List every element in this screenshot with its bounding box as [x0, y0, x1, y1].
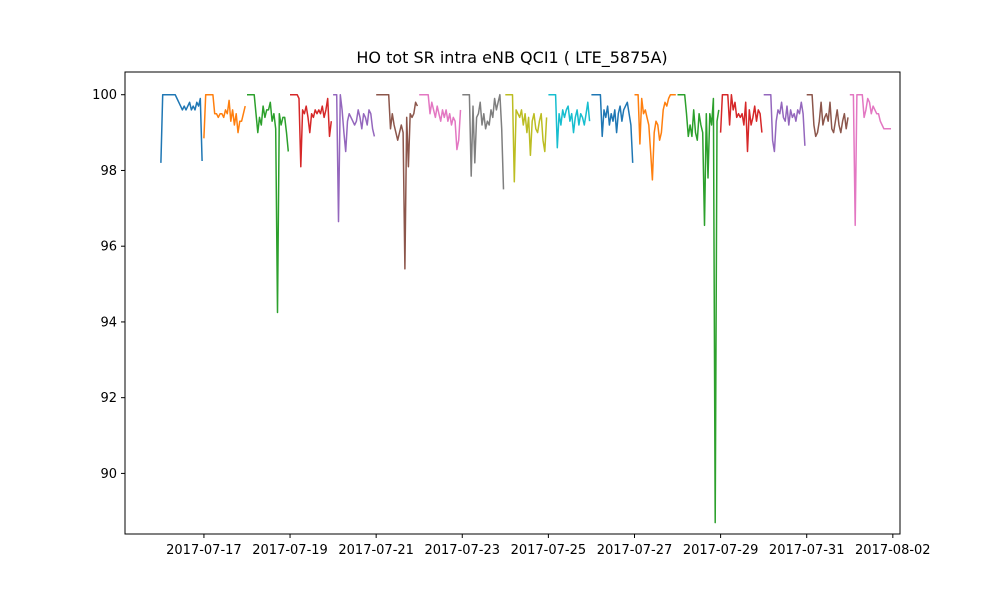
series-line-11: [591, 93, 634, 163]
x-axis: 2017-07-17 2017-07-19 2017-07-21 2017-07-23…: [166, 534, 931, 558]
x-tick-label: 2017-07-21: [338, 543, 414, 558]
y-tick-label: 96: [100, 240, 117, 255]
x-tick-label: 2017-07-19: [252, 543, 328, 558]
x-tick-label: 2017-07-25: [511, 543, 587, 558]
y-tick-label: 100: [92, 88, 117, 103]
series-line-1: [160, 93, 203, 163]
series-line-17: [849, 93, 891, 227]
series-line-2: [203, 93, 246, 139]
series-line-12: [634, 93, 676, 181]
plot-frame: [124, 71, 901, 535]
y-tick-label: 94: [100, 315, 117, 330]
chart-title: HO tot SR intra eNB QCI1 ( LTE_5875A): [356, 48, 667, 68]
series-line-3: [247, 93, 290, 314]
x-tick-label: 2017-07-23: [424, 543, 500, 558]
series-line-6: [376, 93, 419, 270]
x-tick-label: 2017-07-29: [683, 543, 759, 558]
series-line-7: [419, 93, 462, 151]
y-tick-label: 92: [100, 391, 117, 406]
x-tick-label: 2017-08-02: [855, 543, 931, 558]
y-tick-label: 98: [100, 164, 117, 179]
series-line-16: [806, 93, 849, 138]
series-line-5: [333, 93, 376, 223]
series-line-10: [548, 93, 591, 149]
x-tick-label: 2017-07-31: [769, 543, 845, 558]
plot-lines: [160, 93, 891, 524]
series-line-13: [677, 93, 720, 524]
x-tick-label: 2017-07-27: [597, 543, 673, 558]
series-line-15: [763, 93, 806, 153]
series-line-14: [719, 93, 763, 153]
y-axis: 90 92 94 96 98 100: [92, 88, 125, 482]
y-tick-label: 90: [100, 467, 117, 482]
series-line-4: [290, 93, 333, 168]
series-line-9: [505, 93, 548, 183]
series-line-8: [462, 93, 505, 190]
x-tick-label: 2017-07-17: [166, 543, 242, 558]
